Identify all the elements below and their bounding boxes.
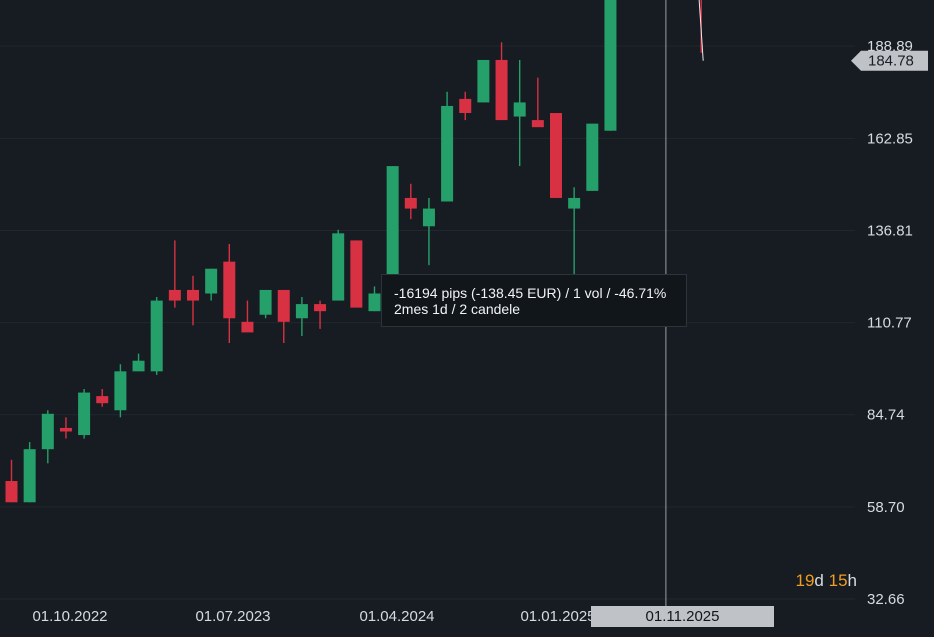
candle-body: [314, 304, 327, 312]
x-tick-label: 01.04.2024: [359, 608, 434, 625]
x-tick-label: 01.01.2025: [520, 608, 595, 625]
price-tag: [851, 50, 928, 71]
candle-body: [187, 289, 199, 301]
measurement-line-1: -16194 pips (-138.45 EUR) / 1 vol / -46.…: [394, 285, 667, 301]
candle-body: [459, 98, 472, 114]
candle-body: [259, 289, 272, 315]
candle-body: [78, 392, 91, 436]
candle-body: [114, 371, 127, 411]
y-tick-label: 84.74: [867, 407, 905, 424]
candle-body: [531, 120, 544, 128]
candle-body: [295, 304, 308, 319]
candle-body: [441, 105, 454, 202]
candle-body: [422, 208, 435, 227]
candle-body: [23, 449, 36, 503]
y-tick-label: 162.85: [867, 130, 913, 147]
candles: [5, 0, 702, 503]
y-tick-label: 110.77: [867, 315, 912, 332]
measure-line: [698, 0, 704, 61]
candle-body: [96, 396, 109, 404]
candle-body: [150, 300, 163, 372]
candle-body: [386, 166, 399, 298]
candle-body: [5, 481, 18, 503]
candle-countdown: 19d 15h: [795, 571, 857, 591]
crosshair-date-label: 01.11.2025: [591, 606, 774, 627]
grid: [0, 45, 855, 600]
candle-body: [350, 240, 363, 308]
x-axis: 01.10.2022 01.07.2023 01.04.2024 01.01.2025: [32, 608, 595, 625]
price-tags: 346.72223.71184.78: [851, 50, 928, 71]
candle-body: [513, 102, 526, 117]
y-axis: 371.15319.08293.04267.00240.96214.93188.…: [867, 38, 913, 608]
candle-body: [59, 427, 72, 432]
countdown-days: 19: [795, 571, 815, 590]
y-tick-label: 58.70: [867, 499, 905, 516]
measurement-line-2: 2mes 1d / 2 candele: [394, 301, 521, 317]
candle-body: [132, 360, 145, 372]
x-tick-label: 01.07.2023: [195, 608, 270, 625]
x-tick-label: 01.10.2022: [32, 608, 107, 625]
y-tick-label: 136.81: [867, 222, 913, 239]
y-tick-label: 32.66: [867, 591, 905, 608]
candle-body: [368, 293, 381, 312]
candle-body: [277, 289, 290, 322]
candle-body: [168, 289, 181, 301]
candle-body: [41, 413, 54, 450]
candle-body: [604, 0, 617, 131]
countdown-hours-unit: h: [847, 571, 857, 590]
candle-body: [568, 197, 581, 209]
candle-body: [586, 123, 599, 191]
candle-body: [550, 113, 562, 198]
price-tag-label: 184.78: [868, 53, 914, 70]
candle-body: [404, 197, 417, 209]
candle-body: [223, 261, 236, 319]
candle-body: [332, 233, 345, 301]
countdown-hours: 15: [828, 571, 848, 590]
measurement-tooltip: -16194 pips (-138.45 EUR) / 1 vol / -46.…: [381, 274, 687, 327]
candle-body: [241, 321, 254, 333]
candle-body: [205, 268, 218, 294]
countdown-days-unit: d: [814, 571, 824, 590]
candle-body: [477, 59, 490, 103]
candle-body: [495, 59, 508, 121]
